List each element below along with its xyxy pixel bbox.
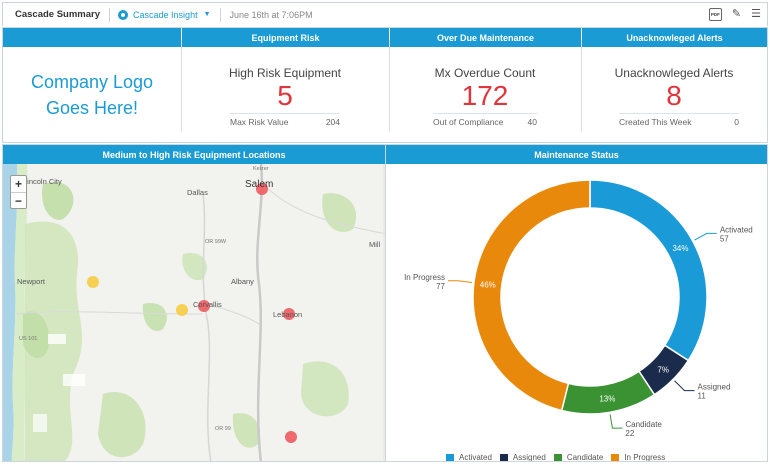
toolbar-divider [109, 7, 111, 22]
map-label-keizer: Keizer [253, 166, 269, 172]
kpi-divider [389, 40, 390, 132]
risk-marker-newport-east[interactable] [87, 276, 99, 288]
donut-slice-candidate[interactable] [560, 370, 656, 415]
toolbar-divider [219, 7, 221, 22]
insight-icon [118, 9, 129, 20]
kpi-divider [181, 40, 182, 132]
kpi-value-high-risk-equipment[interactable]: 5 [277, 80, 293, 111]
donut-slice-in-progress[interactable] [472, 179, 591, 412]
map-label-salem: Salem [245, 179, 274, 190]
company-logo-placeholder: Company Logo Goes Here! [3, 69, 181, 121]
hamburger-menu-icon[interactable]: ☰ [751, 8, 761, 20]
map-label-albany: Albany [231, 277, 254, 286]
kpi-sub-value: 40 [527, 117, 537, 127]
map-label-newport: Newport [17, 277, 45, 286]
risk-marker-west-corvallis[interactable] [176, 304, 188, 316]
insight-label: Cascade Insight [133, 9, 198, 20]
pdf-export-icon[interactable]: PDF [708, 8, 722, 21]
legend-label: Activated [459, 453, 492, 462]
donut-callout-category: Activated [720, 225, 753, 234]
legend-label: In Progress [624, 453, 666, 462]
equipment-map[interactable]: Lincoln City Dallas Salem Keizer Newport… [3, 163, 385, 461]
donut-percent-label: 34% [672, 244, 688, 253]
legend-label: Candidate [566, 453, 604, 462]
map-label-us-101: US 101 [19, 336, 38, 342]
donut-callout-value: 11 [697, 392, 706, 401]
kpi-sub-label: Created This Week [619, 117, 692, 127]
logo-header [3, 28, 181, 47]
kpi-header-overdue-maintenance: Over Due Maintenance [389, 28, 581, 47]
risk-marker-lebanon[interactable] [283, 308, 295, 320]
donut-callout-line [609, 414, 623, 429]
risk-marker-corvallis[interactable] [198, 300, 210, 312]
kpi-sub-out-of-compliance: Out of Compliance 40 [433, 113, 537, 127]
map-label-corvallis: Corvallis [193, 300, 222, 309]
logo-line-1: Company Logo [30, 72, 154, 92]
kpi-value-mx-overdue[interactable]: 172 [461, 80, 509, 111]
map-panel: Medium to High Risk Equipment Locations [2, 144, 386, 462]
map-canvas [3, 163, 385, 461]
kpi-divider [581, 40, 582, 132]
kpi-sub-max-risk: Max Risk Value 204 [230, 113, 340, 127]
kpi-label-unacknowledged-alerts: Unacknowleged Alerts [614, 66, 734, 80]
legend-item-activated[interactable]: Activated [446, 453, 492, 462]
kpi-value-unacknowledged-alerts[interactable]: 8 [666, 80, 682, 111]
map-label-or-99: OR 99 [215, 426, 231, 432]
map-zoom-controls: + − [10, 175, 27, 209]
donut-callout-value: 77 [436, 282, 445, 291]
maintenance-panel: Maintenance Status 34% Activated 57 7% Assig… [386, 144, 768, 462]
zoom-out-button[interactable]: − [11, 192, 26, 208]
donut-callout-category: Candidate [625, 420, 662, 429]
map-label-or-99w: OR 99W [205, 239, 227, 245]
chevron-down-icon: ▼ [203, 11, 211, 18]
legend-swatch [553, 453, 562, 461]
kpi-sub-created-this-week: Created This Week 0 [619, 113, 739, 127]
insight-selector[interactable]: Cascade Insight ▼ [110, 9, 219, 20]
map-label-mill: Mill [369, 240, 381, 249]
donut-callout-line [694, 232, 717, 241]
dashboard-toolbar: Cascade Summary Cascade Insight ▼ June 1… [2, 2, 768, 26]
edit-pencil-icon[interactable]: ✎ [731, 8, 742, 20]
donut-callout-line [447, 280, 472, 283]
legend-swatch [611, 453, 620, 461]
risk-marker-south[interactable] [285, 431, 297, 443]
legend-item-assigned[interactable]: Assigned [499, 453, 546, 462]
dashboard-title: Cascade Summary [15, 9, 101, 20]
refresh-date: June 16th at 7:06PM [229, 9, 313, 20]
map-label-dallas: Dallas [187, 188, 208, 197]
zoom-in-button[interactable]: + [14, 177, 22, 191]
chart-legend: Activated Assigned Candidate In Progress [446, 453, 666, 462]
kpi-header-unacknowledged-alerts: Unacknowleged Alerts [581, 28, 767, 47]
donut-callout-line [674, 380, 695, 392]
kpi-sub-label: Max Risk Value [230, 117, 289, 127]
donut-callout-value: 22 [625, 429, 634, 438]
kpi-label-mx-overdue: Mx Overdue Count [434, 66, 536, 80]
kpi-sub-value: 204 [325, 117, 340, 127]
donut-percent-label: 7% [657, 365, 669, 374]
donut-callout-category: Assigned [697, 383, 730, 392]
donut-callout-value: 57 [720, 234, 729, 243]
map-panel-title: Medium to High Risk Equipment Locations [3, 145, 385, 164]
logo-line-2: Goes Here! [45, 98, 139, 118]
legend-swatch [499, 453, 508, 461]
legend-swatch [446, 453, 454, 461]
kpi-header-equipment-risk: Equipment Risk [181, 28, 389, 47]
map-label-lebanon: Lebanon [273, 310, 303, 319]
legend-label: Assigned [512, 453, 546, 462]
kpi-sub-label: Out of Compliance [433, 117, 504, 127]
donut-callout-category: In Progress [404, 273, 445, 282]
donut-slice-activated[interactable] [589, 179, 708, 362]
map-label-lincoln-city: Lincoln City [23, 177, 62, 186]
kpi-section: Equipment Risk Over Due Maintenance Unac… [2, 27, 768, 143]
kpi-label-high-risk-equipment: High Risk Equipment [228, 66, 342, 80]
donut-percent-label: 46% [480, 280, 496, 289]
legend-item-candidate[interactable]: Candidate [553, 453, 604, 462]
kpi-sub-value: 0 [734, 117, 739, 127]
legend-item-in-progress[interactable]: In Progress [611, 453, 666, 462]
risk-marker-salem[interactable] [256, 183, 268, 195]
maintenance-panel-title: Maintenance Status [386, 145, 767, 164]
donut-percent-label: 13% [599, 395, 615, 404]
